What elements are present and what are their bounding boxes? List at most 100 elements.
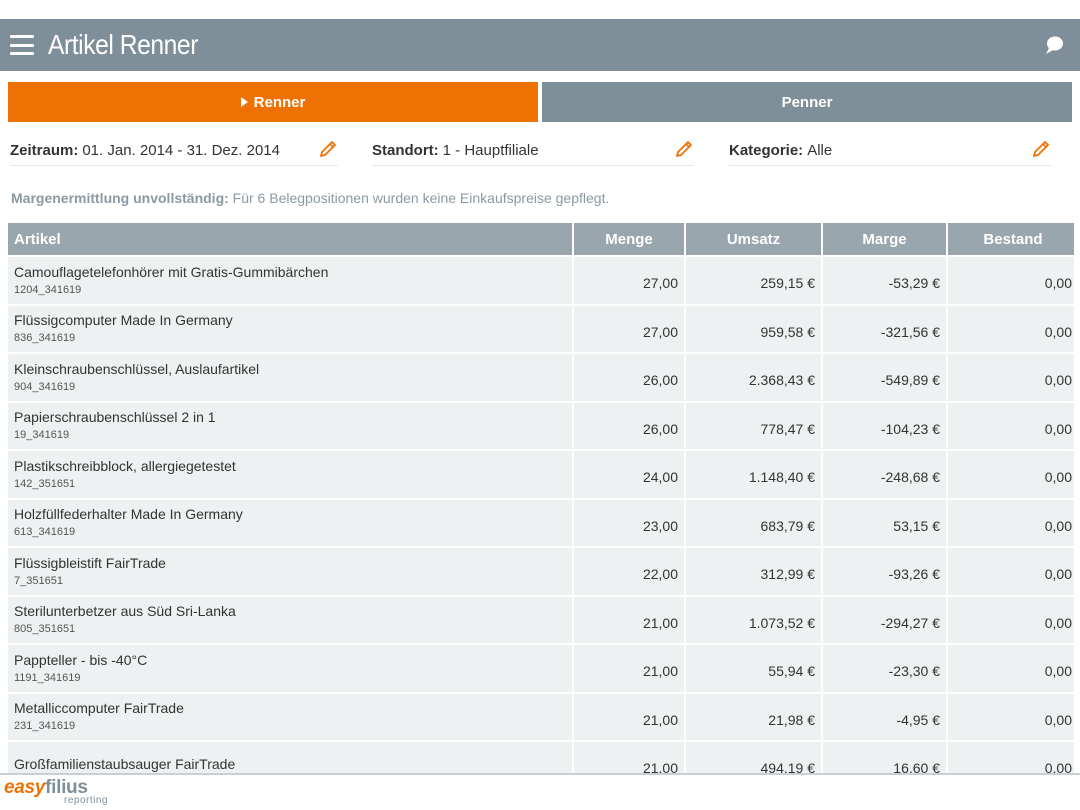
filter-zeitraum-value: 01. Jan. 2014 - 31. Dez. 2014: [82, 142, 280, 159]
tab-bar: Renner Penner: [8, 82, 1072, 122]
cell-artikel: Pappteller - bis -40°C 1191_341619: [8, 645, 572, 692]
cell-umsatz: 683,79 €: [686, 499, 821, 546]
app-header: Artikel Renner: [0, 19, 1080, 71]
article-name: Großfamilienstaubsauger FairTrade: [14, 756, 236, 773]
table-row[interactable]: Pappteller - bis -40°C 1191_341619 21,00 55…: [8, 645, 1074, 692]
filter-zeitraum[interactable]: Zeitraum: 01. Jan. 2014 - 31. Dez. 2014: [10, 136, 338, 166]
table-row[interactable]: Papierschraubenschlüssel 2 in 1 19_341619…: [8, 402, 1074, 449]
tab-penner[interactable]: Penner: [542, 82, 1072, 122]
filter-bar: Zeitraum: 01. Jan. 2014 - 31. Dez. 2014 …: [0, 136, 1080, 168]
easyfilius-logo: easyfilius reporting: [4, 777, 124, 807]
footer-divider: [0, 773, 1080, 775]
cell-umsatz: 55,94 €: [686, 645, 821, 692]
cell-artikel: Camouflagetelefonhörer mit Gratis-Gummib…: [8, 257, 572, 304]
pencil-icon[interactable]: [674, 139, 694, 159]
margin-warning: Margenermittlung unvollständig: Für 6 Be…: [11, 190, 609, 206]
logo-filius: filius: [45, 777, 88, 798]
cell-menge: 21,00: [574, 596, 684, 643]
cell-marge: -294,27 €: [823, 596, 946, 643]
table-row[interactable]: Metalliccomputer FairTrade 231_341619 21,0…: [8, 693, 1074, 740]
tab-renner[interactable]: Renner: [8, 82, 538, 122]
cell-menge: 23,00: [574, 499, 684, 546]
filter-zeitraum-label: Zeitraum:: [10, 142, 79, 159]
cell-marge: -53,29 €: [823, 257, 946, 304]
column-header-menge[interactable]: Menge: [574, 223, 684, 255]
cell-bestand: 0,00: [948, 499, 1074, 546]
cell-bestand: 0,00: [948, 451, 1074, 498]
cell-artikel: Papierschraubenschlüssel 2 in 1 19_341619: [8, 402, 572, 449]
pencil-icon[interactable]: [318, 139, 338, 159]
cell-marge: -248,68 €: [823, 451, 946, 498]
cell-marge: -93,26 €: [823, 548, 946, 595]
article-id: 19_341619: [14, 429, 70, 442]
cell-menge: 21,00: [574, 742, 684, 773]
column-header-umsatz[interactable]: Umsatz: [686, 223, 821, 255]
logo-reporting: reporting: [64, 795, 108, 806]
cell-marge: -23,30 €: [823, 645, 946, 692]
cell-bestand: 0,00: [948, 596, 1074, 643]
table-header-row: Artikel Menge Umsatz Marge Bestand: [8, 223, 1074, 255]
article-id: 231_341619: [14, 720, 76, 733]
article-name: Flüssigbleistift FairTrade: [14, 554, 166, 571]
article-table: Artikel Menge Umsatz Marge Bestand Camou…: [8, 223, 1074, 773]
column-header-artikel[interactable]: Artikel: [8, 223, 572, 255]
table-row[interactable]: Sterilunterbetzer aus Süd Sri-Lanka 805_3…: [8, 596, 1074, 643]
article-name: Papierschraubenschlüssel 2 in 1: [14, 409, 216, 426]
cell-umsatz: 2.368,43 €: [686, 354, 821, 401]
filter-standort[interactable]: Standort: 1 - Hauptfiliale: [372, 136, 694, 166]
filter-kategorie[interactable]: Kategorie: Alle: [729, 136, 1051, 166]
article-name: Plastikschreibblock, allergiegetestet: [14, 457, 236, 474]
article-id: 904_341619: [14, 380, 76, 393]
cell-marge: -549,89 €: [823, 354, 946, 401]
cell-bestand: 0,00: [948, 548, 1074, 595]
article-id: 142_351651: [14, 477, 76, 490]
triangle-right-icon: [240, 97, 248, 107]
table-row[interactable]: Plastikschreibblock, allergiegetestet 142…: [8, 451, 1074, 498]
cell-umsatz: 259,15 €: [686, 257, 821, 304]
article-table-container[interactable]: Artikel Menge Umsatz Marge Bestand Camou…: [8, 223, 1074, 773]
cell-umsatz: 1.148,40 €: [686, 451, 821, 498]
cell-bestand: 0,00: [948, 645, 1074, 692]
article-name: Sterilunterbetzer aus Süd Sri-Lanka: [14, 603, 236, 620]
article-name: Pappteller - bis -40°C: [14, 651, 148, 668]
cell-menge: 27,00: [574, 257, 684, 304]
cell-umsatz: 1.073,52 €: [686, 596, 821, 643]
article-id: 7_351651: [14, 574, 63, 587]
cell-marge: -4,95 €: [823, 693, 946, 740]
cell-marge: 16,60 €: [823, 742, 946, 773]
cell-umsatz: 778,47 €: [686, 402, 821, 449]
article-name: Flüssigcomputer Made In Germany: [14, 312, 233, 329]
filter-kategorie-value: Alle: [807, 142, 833, 159]
pencil-icon[interactable]: [1031, 139, 1051, 159]
table-row[interactable]: Großfamilienstaubsauger FairTrade 21,00 49…: [8, 742, 1074, 773]
cell-bestand: 0,00: [948, 257, 1074, 304]
cell-menge: 22,00: [574, 548, 684, 595]
tab-renner-label: Renner: [253, 93, 306, 111]
table-row[interactable]: Kleinschraubenschlüssel, Auslaufartikel 9…: [8, 354, 1074, 401]
table-row[interactable]: Holzfüllfederhalter Made In Germany 613_3…: [8, 499, 1074, 546]
logo-easy: easy: [4, 777, 46, 798]
filter-standort-value: 1 - Hauptfiliale: [442, 142, 539, 159]
cell-bestand: 0,00: [948, 305, 1074, 352]
tab-penner-label: Penner: [781, 93, 833, 111]
cell-marge: -321,56 €: [823, 305, 946, 352]
page-title: Artikel Renner: [48, 29, 198, 60]
article-id: 805_351651: [14, 623, 76, 636]
cell-umsatz: 959,58 €: [686, 305, 821, 352]
article-id: 613_341619: [14, 526, 76, 539]
cell-marge: -104,23 €: [823, 402, 946, 449]
cell-bestand: 0,00: [948, 402, 1074, 449]
margin-warning-text: Für 6 Belegpositionen wurden keine Einka…: [232, 190, 610, 206]
column-header-marge[interactable]: Marge: [823, 223, 946, 255]
table-row[interactable]: Camouflagetelefonhörer mit Gratis-Gummib…: [8, 257, 1074, 304]
column-header-bestand[interactable]: Bestand: [948, 223, 1074, 255]
cell-umsatz: 21,98 €: [686, 693, 821, 740]
hamburger-icon[interactable]: [10, 35, 34, 55]
table-row[interactable]: Flüssigbleistift FairTrade 7_351651 22,00 3…: [8, 548, 1074, 595]
table-row[interactable]: Flüssigcomputer Made In Germany 836_34161…: [8, 305, 1074, 352]
cell-bestand: 0,00: [948, 693, 1074, 740]
margin-warning-title: Margenermittlung unvollständig:: [11, 190, 229, 206]
cell-artikel: Flüssigbleistift FairTrade 7_351651: [8, 548, 572, 595]
cell-bestand: 0,00: [948, 354, 1074, 401]
chat-bubble-icon[interactable]: [1044, 35, 1064, 55]
